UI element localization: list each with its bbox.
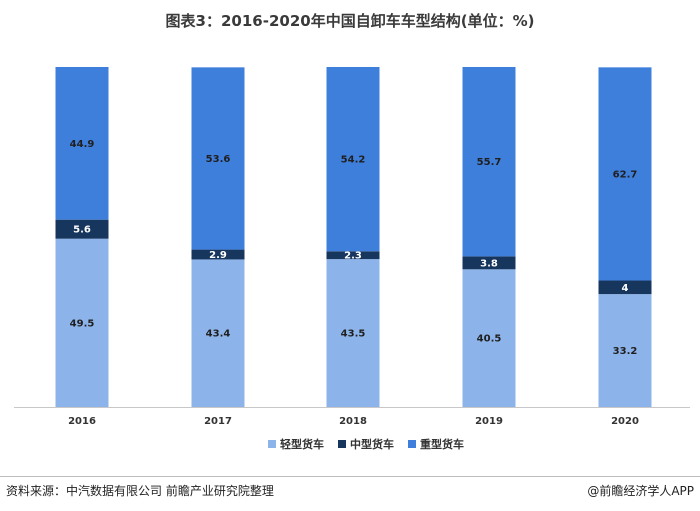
data-label-2020-series-0: 33.2 — [613, 346, 638, 357]
legend-swatch-medium — [338, 440, 346, 448]
data-label-2017-series-0: 43.4 — [206, 329, 231, 340]
bar-2020-series-0 — [598, 294, 652, 407]
bar-2016-series-2 — [55, 67, 109, 220]
bar-2019-series-0 — [462, 269, 516, 407]
x-tick-label-2019: 2019 — [475, 416, 503, 427]
bar-2018-series-2 — [326, 67, 380, 252]
data-label-2016-series-0: 49.5 — [70, 318, 95, 329]
bar-2020-series-2 — [598, 67, 652, 281]
bar-2020-series-1 — [598, 280, 652, 295]
bar-2019-series-2 — [462, 67, 516, 257]
data-label-2017-series-2: 53.6 — [206, 154, 231, 165]
x-tick-label-2017: 2017 — [204, 416, 232, 427]
source-note: 资料来源：中汽数据有限公司 前瞻产业研究院整理 — [6, 484, 274, 498]
legend-label-medium: 中型货车 — [350, 438, 394, 451]
chart-title: 图表3：2016-2020年中国自卸车车型结构(单位：%) — [165, 12, 535, 30]
x-tick-label-2016: 2016 — [68, 416, 96, 427]
bar-2018-series-1 — [326, 251, 380, 260]
data-label-2019-series-1: 3.8 — [480, 258, 498, 269]
data-label-2016-series-2: 44.9 — [70, 139, 95, 150]
data-label-2018-series-2: 54.2 — [341, 155, 366, 166]
x-tick-label-2020: 2020 — [611, 416, 639, 427]
legend-label-heavy: 重型货车 — [420, 438, 464, 451]
legend-item-light: 轻型货车 — [268, 436, 324, 452]
data-label-2016-series-1: 5.6 — [73, 225, 91, 236]
legend-item-heavy: 重型货车 — [408, 436, 464, 452]
bar-2016-series-1 — [55, 219, 109, 239]
legend-item-medium: 中型货车 — [338, 436, 394, 452]
data-label-2019-series-2: 55.7 — [477, 157, 502, 168]
bar-2017-series-0 — [191, 259, 245, 407]
legend-swatch-light — [268, 440, 276, 448]
data-label-2018-series-0: 43.5 — [341, 329, 366, 340]
data-label-2018-series-1: 2.3 — [344, 251, 362, 262]
legend-label-light: 轻型货车 — [280, 438, 324, 451]
brand-credit: @前瞻经济学人APP — [587, 484, 694, 498]
x-tick-label-2018: 2018 — [339, 416, 367, 427]
data-label-2020-series-1: 4 — [622, 283, 629, 294]
bar-2017-series-2 — [191, 67, 245, 250]
legend: 轻型货车 中型货车 重型货车 — [268, 436, 464, 452]
bar-2019-series-1 — [462, 256, 516, 270]
footer-divider — [0, 476, 700, 477]
data-label-2020-series-2: 62.7 — [613, 169, 638, 180]
legend-swatch-heavy — [408, 440, 416, 448]
bar-2016-series-0 — [55, 238, 109, 407]
data-label-2019-series-0: 40.5 — [477, 334, 502, 345]
bar-2018-series-0 — [326, 259, 380, 407]
data-label-2017-series-1: 2.9 — [209, 250, 227, 261]
bar-2017-series-1 — [191, 249, 245, 260]
